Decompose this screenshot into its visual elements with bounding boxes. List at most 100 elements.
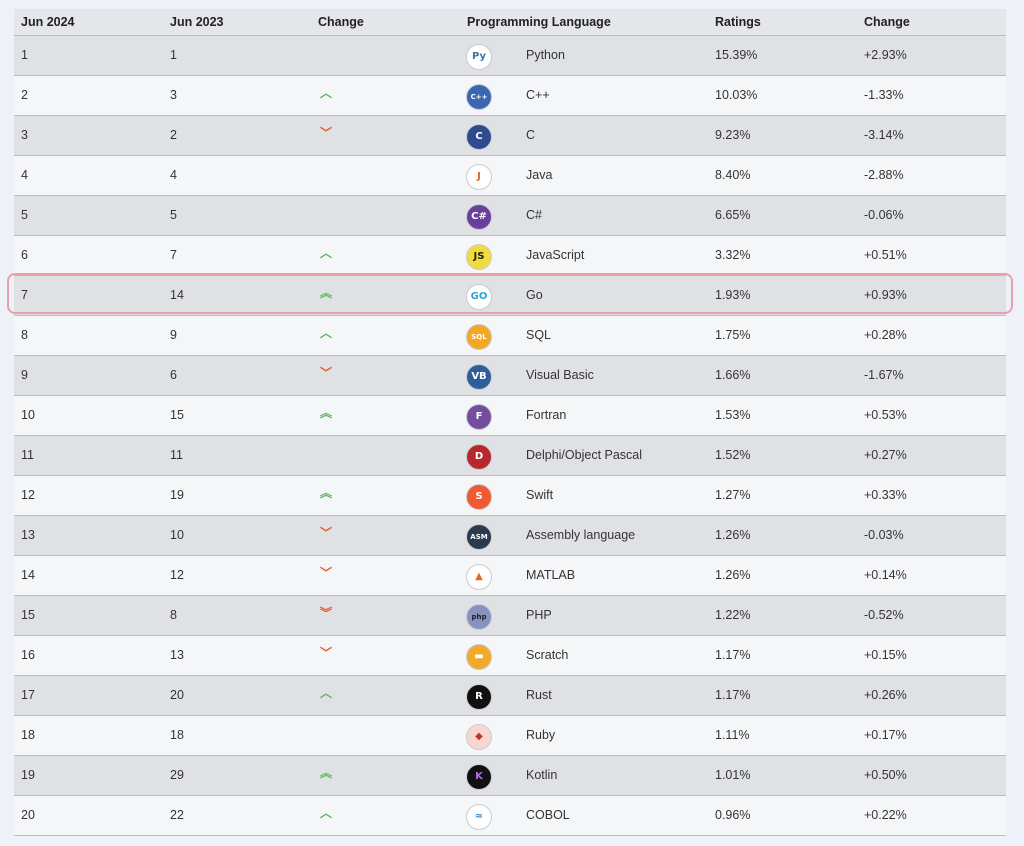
kotlin-icon: K [466,763,492,790]
php-icon: php [466,603,492,630]
python-icon: Py [466,43,492,70]
rating-value: 1.26% [715,527,751,542]
header-ratings[interactable]: Ratings [715,15,761,29]
table-row[interactable]: 5 5 C# C# 6.65% -0.06% [14,196,1006,236]
rank-previous: 29 [170,767,184,782]
rating-change: +0.22% [864,807,907,822]
rank-current: 3 [21,127,28,142]
rank-current: 15 [21,607,35,622]
rust-icon: R [466,683,492,710]
table-row[interactable]: 3 2 ﹀ C C 9.23% -3.14% [14,116,1006,156]
rank-current: 7 [21,287,28,302]
rating-change: -1.33% [864,87,904,102]
rank-previous: 7 [170,247,177,262]
language-name: Ruby [526,727,556,742]
language-name: Visual Basic [526,367,594,382]
table-row[interactable]: 18 18 ◆ Ruby 1.11% +0.17% [14,716,1006,756]
rating-change: +0.53% [864,407,907,422]
rating-value: 1.22% [715,607,751,622]
matlab-icon: ▲ [466,563,492,590]
rating-value: 9.23% [715,127,751,142]
table-row[interactable]: 10 15 ︽ F Fortran 1.53% +0.53% [14,396,1006,436]
table-row[interactable]: 7 14 ︽ GO Go 1.93% +0.93% [14,276,1006,316]
rank-current: 9 [21,367,28,382]
rating-value: 15.39% [715,47,758,62]
rating-value: 1.11% [715,727,750,742]
rating-value: 8.40% [715,167,751,182]
rating-value: 1.93% [715,287,751,302]
rank-current: 13 [21,527,35,542]
chevron-up-icon: ︿ [320,325,333,340]
table-row[interactable]: 9 6 ﹀ VB Visual Basic 1.66% -1.67% [14,356,1006,396]
rank-current: 11 [21,447,34,462]
rating-change: +0.93% [864,287,907,302]
rank-current: 4 [21,167,28,182]
rating-value: 3.32% [715,247,751,262]
cobol-icon: ≈ [466,803,492,830]
rank-current: 10 [21,407,35,422]
rank-current: 6 [21,247,28,262]
chevron-down-icon: ﹀ [320,125,333,140]
scratch-icon: ▬ [466,643,492,670]
table-row[interactable]: 17 20 ︿ R Rust 1.17% +0.26% [14,676,1006,716]
language-name: COBOL [526,807,570,822]
rating-value: 1.53% [715,407,751,422]
rating-value: 1.17% [715,687,751,702]
chevron-down-icon: ﹀ [320,645,333,660]
rating-value: 1.52% [715,447,751,462]
header-jun-2024[interactable]: Jun 2024 [21,15,75,29]
language-name: Scratch [526,647,569,662]
rating-change: +0.14% [864,567,907,582]
rating-value: 1.27% [715,487,751,502]
cpp-icon: C++ [466,83,492,110]
header-jun-2023[interactable]: Jun 2023 [170,15,224,29]
table-row[interactable]: 13 10 ﹀ ASM Assembly language 1.26% -0.03% [14,516,1006,556]
table-row[interactable]: 15 8 ︾ php PHP 1.22% -0.52% [14,596,1006,636]
assembly-icon: ASM [466,523,492,550]
chevron-up-icon: ︿ [320,805,333,820]
rank-previous: 1 [170,47,177,62]
visual-basic-icon: VB [466,363,492,390]
table-row[interactable]: 11 11 D Delphi/Object Pascal 1.52% +0.27% [14,436,1006,476]
rank-previous: 5 [170,207,177,222]
rank-previous: 8 [170,607,177,622]
rating-change: -3.14% [864,127,904,142]
rating-value: 1.17% [715,647,751,662]
rating-value: 1.75% [715,327,751,342]
language-name: Assembly language [526,527,636,542]
table-row[interactable]: 1 1 Py Python 15.39% +2.93% [14,36,1006,76]
header-programming-language[interactable]: Programming Language [467,15,611,29]
double-chevron-up-icon: ︽ [320,485,333,500]
rank-previous: 13 [170,647,184,662]
rank-previous: 4 [170,167,177,182]
rating-change: -2.88% [864,167,904,182]
chevron-up-icon: ︿ [320,85,333,100]
table-row[interactable]: 2 3 ︿ C++ C++ 10.03% -1.33% [14,76,1006,116]
rank-current: 14 [21,567,35,582]
language-name: C# [526,207,542,222]
rating-change: +0.51% [864,247,907,262]
table-row[interactable]: 6 7 ︿ JS JavaScript 3.32% +0.51% [14,236,1006,276]
java-icon: J [466,163,492,190]
header-rating-change[interactable]: Change [864,15,910,29]
rank-current: 5 [21,207,28,222]
table-row[interactable]: 14 12 ﹀ ▲ MATLAB 1.26% +0.14% [14,556,1006,596]
chevron-up-icon: ︿ [320,245,333,260]
table-row[interactable]: 19 29 ︽ K Kotlin 1.01% +0.50% [14,756,1006,796]
javascript-icon: JS [466,243,492,270]
table-row[interactable]: 4 4 J Java 8.40% -2.88% [14,156,1006,196]
table-row[interactable]: 20 22 ︿ ≈ COBOL 0.96% +0.22% [14,796,1006,836]
rating-change: +2.93% [864,47,907,62]
rating-value: 1.26% [715,567,751,582]
table-row[interactable]: 12 19 ︽ S Swift 1.27% +0.33% [14,476,1006,516]
language-name: PHP [526,607,552,622]
header-change[interactable]: Change [318,15,364,29]
language-name: JavaScript [526,247,585,262]
table-row[interactable]: 8 9 ︿ SQL SQL 1.75% +0.28% [14,316,1006,356]
go-icon: GO [466,283,492,310]
table-row[interactable]: 16 13 ﹀ ▬ Scratch 1.17% +0.15% [14,636,1006,676]
rank-current: 18 [21,727,35,742]
sql-icon: SQL [466,323,492,350]
rank-previous: 22 [170,807,184,822]
rank-previous: 9 [170,327,177,342]
